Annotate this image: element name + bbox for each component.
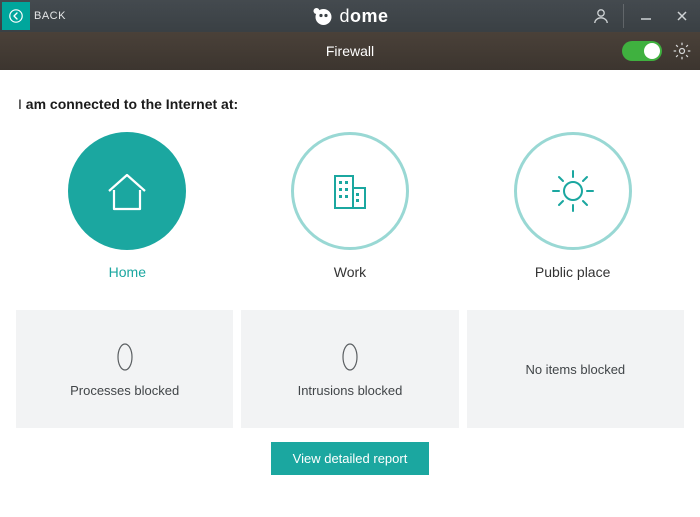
location-public-label: Public place bbox=[535, 264, 611, 280]
app-logo: dome bbox=[311, 5, 388, 27]
user-icon bbox=[592, 7, 610, 25]
titlebar-divider bbox=[623, 4, 624, 28]
stat-processes-label: Processes blocked bbox=[70, 383, 179, 398]
gear-icon[interactable] bbox=[672, 41, 692, 61]
house-icon bbox=[99, 163, 155, 219]
firewall-toggle[interactable] bbox=[622, 41, 662, 61]
stat-processes: Processes blocked bbox=[16, 310, 233, 428]
sun-icon bbox=[545, 163, 601, 219]
close-icon bbox=[675, 9, 689, 23]
section-title: Firewall bbox=[326, 43, 374, 59]
location-options: Home Work bbox=[16, 132, 684, 280]
building-icon bbox=[325, 166, 375, 216]
titlebar-right-controls bbox=[583, 0, 700, 32]
location-home-circle bbox=[68, 132, 186, 250]
chevron-left-icon bbox=[8, 8, 24, 24]
account-button[interactable] bbox=[583, 0, 619, 32]
location-work-label: Work bbox=[334, 264, 366, 280]
zero-digit-icon bbox=[340, 341, 360, 373]
panda-logo-icon bbox=[311, 5, 333, 27]
close-button[interactable] bbox=[664, 0, 700, 32]
location-public[interactable]: Public place bbox=[514, 132, 632, 280]
location-work[interactable]: Work bbox=[291, 132, 409, 280]
logo-text: dome bbox=[339, 6, 388, 27]
location-work-circle bbox=[291, 132, 409, 250]
minimize-button[interactable] bbox=[628, 0, 664, 32]
location-home[interactable]: Home bbox=[68, 132, 186, 280]
stat-intrusions-label: Intrusions blocked bbox=[298, 383, 403, 398]
stats-row: Processes blocked Intrusions blocked No … bbox=[16, 310, 684, 428]
stat-items-text: No items blocked bbox=[525, 362, 625, 377]
back-button[interactable] bbox=[2, 2, 30, 30]
back-label: BACK bbox=[34, 10, 66, 22]
stat-items: No items blocked bbox=[467, 310, 684, 428]
location-public-circle bbox=[514, 132, 632, 250]
minimize-icon bbox=[639, 9, 653, 23]
stat-intrusions: Intrusions blocked bbox=[241, 310, 458, 428]
section-header: Firewall bbox=[0, 32, 700, 70]
zero-digit-icon bbox=[115, 341, 135, 373]
view-report-button[interactable]: View detailed report bbox=[271, 442, 430, 475]
title-bar: BACK dome bbox=[0, 0, 700, 32]
location-home-label: Home bbox=[109, 264, 146, 280]
connection-prompt: I am connected to the Internet at: bbox=[18, 96, 684, 112]
toggle-knob bbox=[644, 43, 660, 59]
main-content: I am connected to the Internet at: Home bbox=[0, 70, 700, 483]
report-button-wrap: View detailed report bbox=[16, 442, 684, 475]
